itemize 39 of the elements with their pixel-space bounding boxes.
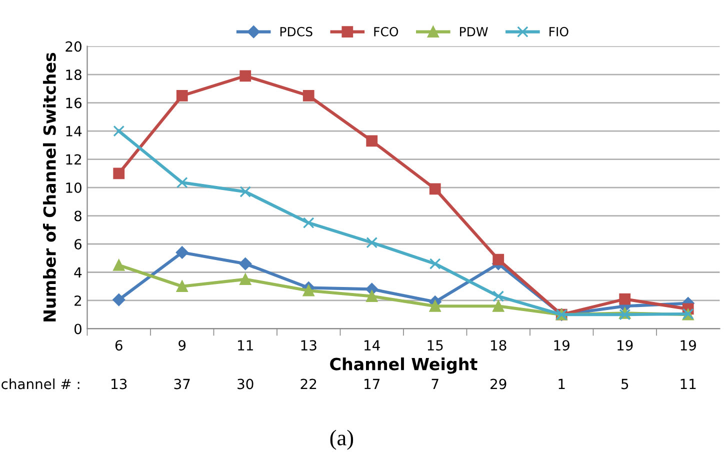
text: (a)	[330, 430, 354, 450]
y-tick-label: 18	[66, 70, 82, 80]
y-tick-label: 4	[74, 267, 82, 278]
y-tick-label: 12	[66, 154, 81, 165]
legend-label: FIO	[550, 26, 568, 36]
y-axis-title: Number of Channel Switches	[43, 52, 56, 322]
text: 5	[622, 378, 628, 390]
text: 17	[364, 378, 380, 390]
x-tick-label: 11	[238, 340, 253, 350]
y-tick-label: 0	[74, 324, 82, 334]
text: 30	[238, 378, 254, 390]
y-tick-label: 10	[66, 182, 82, 193]
y-tick-label: 8	[74, 210, 82, 222]
x-tick-label: 13	[301, 340, 316, 351]
y-tick-label: 6	[74, 238, 82, 250]
x-tick-label: 6	[115, 340, 122, 351]
x-tick-label: 19	[680, 340, 696, 351]
x-tick-label: 9	[178, 340, 186, 351]
x-tick-label: 19	[618, 340, 633, 351]
y-tick-label: 14	[66, 126, 82, 136]
y-tick-label: 16	[66, 98, 82, 108]
x-tick-label: 19	[554, 340, 570, 351]
y-tick-label: 2	[74, 295, 81, 306]
text: 11	[680, 378, 696, 390]
text: 29	[490, 378, 506, 390]
legend-label: PDCS	[280, 26, 312, 36]
x-tick-label: 14	[364, 340, 380, 350]
x-axis-title: Channel Weight	[330, 357, 478, 374]
legend-label: PDW	[460, 27, 488, 36]
text: 7	[432, 378, 438, 390]
text: 13	[112, 378, 127, 390]
y-tick-label: 20	[66, 41, 82, 52]
text: 22	[300, 378, 316, 390]
text: 37	[174, 378, 190, 390]
text: channel # :	[2, 378, 80, 390]
text: 1	[558, 378, 565, 390]
legend-label: FCO	[374, 26, 398, 36]
x-tick-label: 18	[491, 340, 506, 351]
x-tick-label: 15	[428, 340, 443, 351]
